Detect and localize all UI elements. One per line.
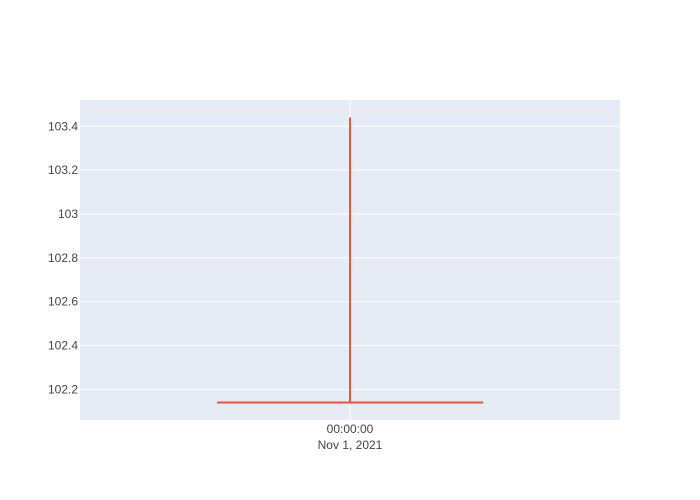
y-tick-label: 102.8 [48, 251, 78, 265]
y-tick-label: 102.4 [48, 338, 78, 352]
y-tick-label: 102.2 [48, 382, 78, 396]
y-tick-label: 102.6 [48, 295, 78, 309]
x-tick-label-time: 00:00:00 [327, 422, 374, 436]
ohlc-marks [217, 117, 483, 404]
x-tick-label-date: Nov 1, 2021 [318, 438, 383, 452]
y-tick-label: 103.2 [48, 163, 78, 177]
y-tick-label: 103.4 [48, 119, 78, 133]
y-tick-label: 103 [58, 207, 78, 221]
y-axis-tick-labels: 102.2 102.4 102.6 102.8 103 103.2 103.4 [48, 119, 78, 396]
